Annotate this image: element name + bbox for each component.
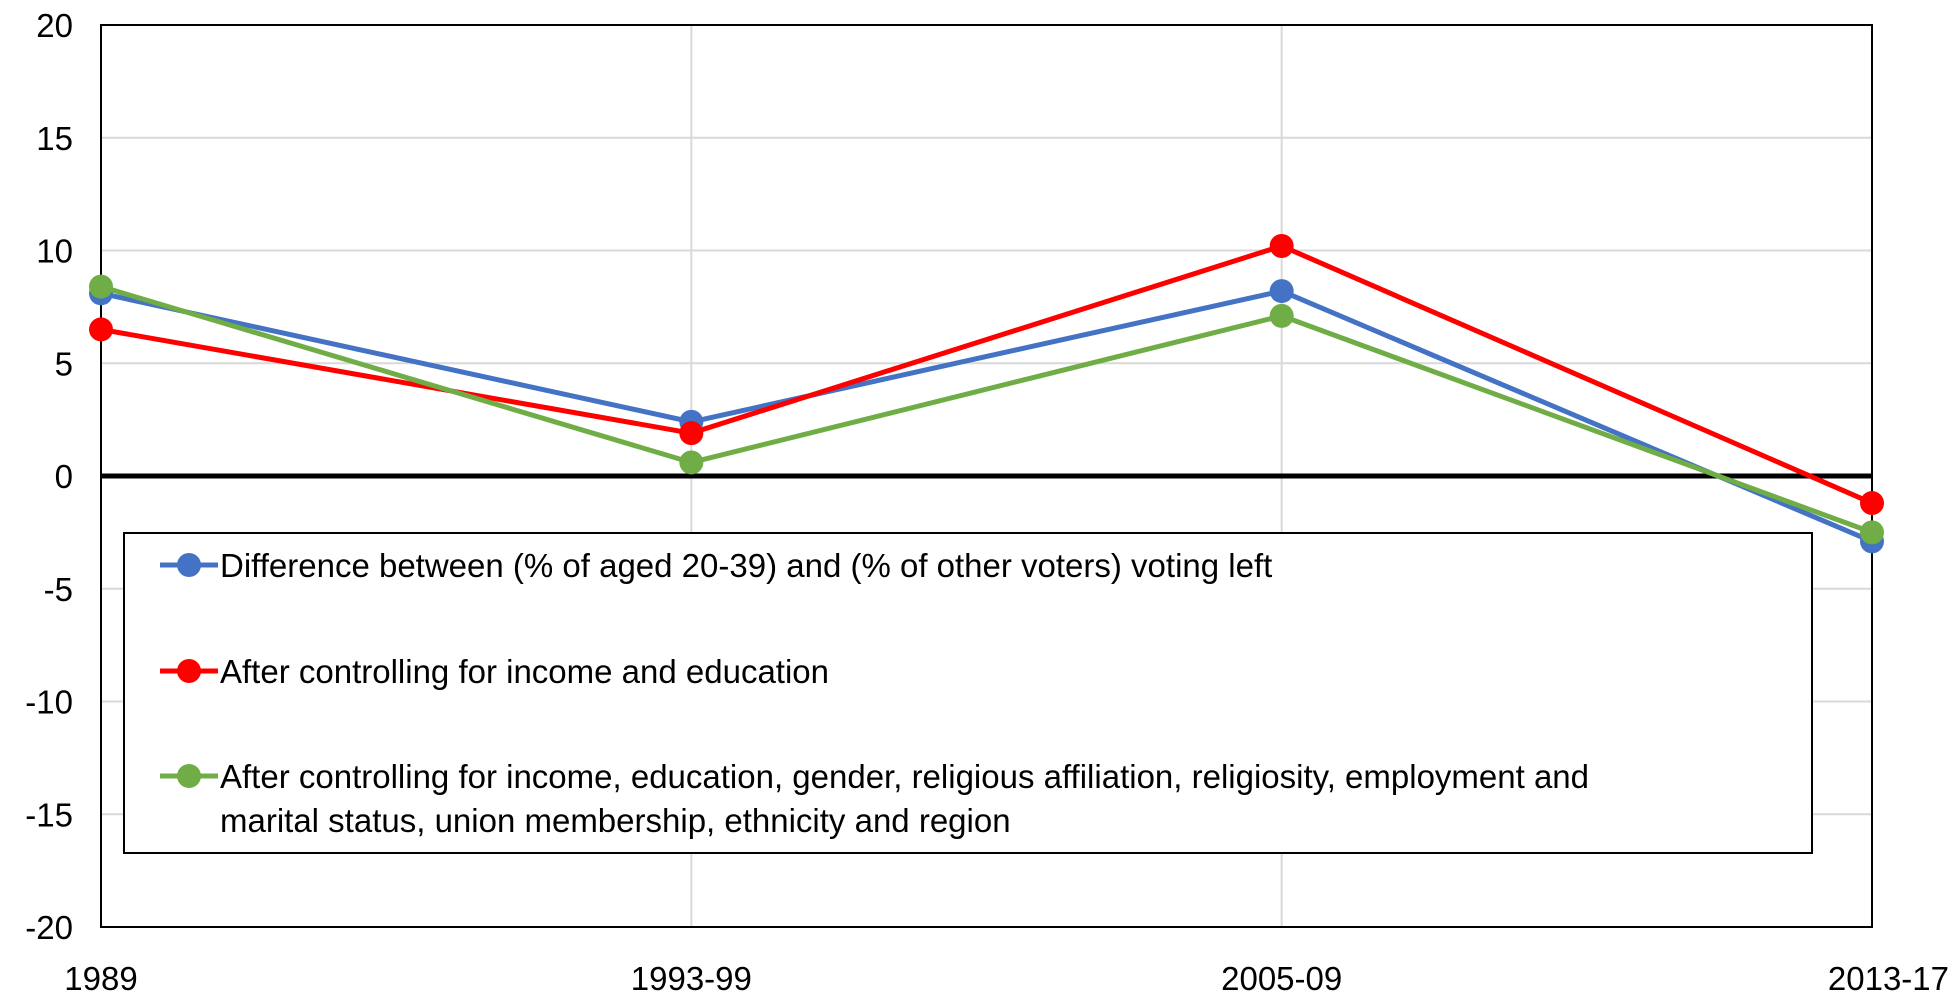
legend-swatch-marker (177, 659, 201, 683)
series-line (100, 243, 1873, 506)
x-tick-label: 1989 (64, 960, 137, 995)
series-line (100, 288, 1873, 544)
x-tick-label: 2013-17 (1828, 960, 1949, 995)
y-tick-label: 0 (55, 458, 73, 495)
data-point (679, 421, 704, 446)
x-axis-tick-labels: 1989 1993-99 2005-09 2013-17 (64, 960, 1949, 995)
y-tick-label: 20 (36, 7, 73, 44)
data-point (89, 317, 113, 342)
x-tick-label: 2005-09 (1221, 960, 1342, 995)
y-tick-label: 15 (36, 120, 73, 157)
y-tick-label: 10 (36, 233, 73, 270)
legend-swatch-marker (177, 553, 201, 577)
legend: Difference between (% of aged 20-39) and… (123, 532, 1813, 854)
data-point (89, 274, 113, 299)
data-point (1269, 303, 1294, 328)
y-tick-label: -15 (25, 796, 73, 833)
legend-label: After controlling for income and educati… (220, 653, 829, 690)
y-tick-label: 5 (55, 345, 73, 382)
legend-entry-3: After controlling for income, education,… (160, 758, 1589, 839)
series-1 (89, 279, 1884, 554)
y-axis-tick-labels: 20 15 10 5 0 -5 -10 -15 -20 (25, 7, 73, 946)
series-3 (89, 274, 1884, 545)
legend-swatch-marker (177, 764, 201, 788)
y-tick-label: -10 (25, 684, 73, 721)
data-point (1860, 520, 1884, 545)
x-tick-label: 1993-99 (631, 960, 752, 995)
legend-label: Difference between (% of aged 20-39) and… (220, 547, 1272, 584)
legend-box (123, 532, 1813, 854)
legend-label: After controlling for income, education,… (220, 758, 1589, 839)
series-2 (89, 233, 1884, 516)
y-tick-label: -20 (25, 909, 73, 946)
data-point (1860, 491, 1884, 516)
y-tick-label: -5 (44, 571, 73, 608)
series-line (100, 284, 1873, 535)
legend-entry-1: Difference between (% of aged 20-39) and… (160, 547, 1272, 584)
data-point (679, 450, 704, 475)
data-point (1269, 233, 1294, 258)
series-lines (89, 233, 1884, 554)
data-point (1269, 279, 1294, 304)
legend-entry-2: After controlling for income and educati… (160, 653, 829, 690)
